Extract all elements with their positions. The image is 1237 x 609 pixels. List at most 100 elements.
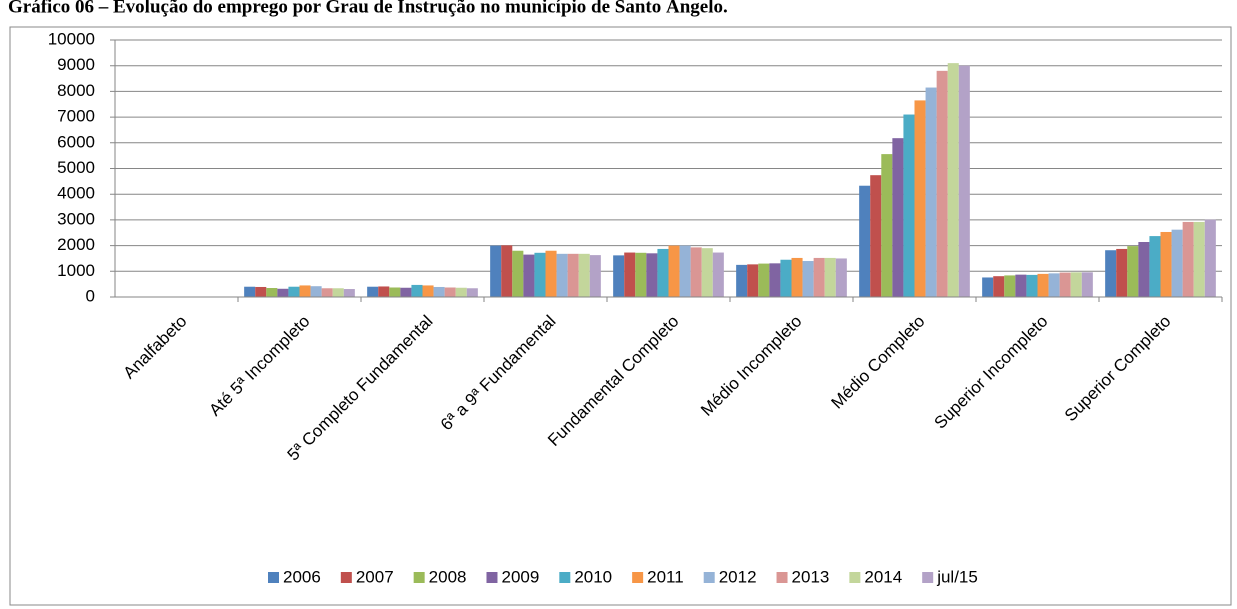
legend-swatch (849, 572, 861, 583)
legend-swatch (703, 572, 715, 583)
legend-label: 2007 (356, 567, 394, 586)
legend-label: 2010 (574, 567, 612, 586)
x-tick-label: Médio Completo (828, 312, 929, 413)
bar (758, 263, 770, 297)
y-tick-label: 6000 (57, 132, 95, 151)
bar (589, 255, 601, 297)
y-tick-label: 0 (86, 286, 95, 305)
bar (310, 286, 322, 297)
bar (455, 287, 467, 297)
chart-border (9, 26, 1232, 606)
y-tick-label: 9000 (57, 55, 95, 74)
bar (780, 259, 792, 297)
bar (244, 286, 256, 297)
bar (1004, 275, 1016, 297)
legend-label: 2009 (501, 567, 539, 586)
y-tick-label: 4000 (57, 184, 95, 203)
bar (378, 286, 390, 297)
bar (947, 63, 959, 297)
bar (747, 264, 759, 297)
y-tick-label: 5000 (57, 158, 95, 177)
bar (501, 245, 513, 297)
bar (690, 247, 702, 297)
bar (321, 288, 333, 297)
bar (255, 286, 267, 297)
legend-swatch (922, 572, 934, 583)
bar (266, 288, 278, 297)
bar (512, 250, 524, 297)
bar (903, 114, 915, 297)
bar (1149, 236, 1161, 297)
legend-label: 2008 (429, 567, 467, 586)
bar (534, 252, 546, 297)
bar (389, 287, 401, 297)
bar (545, 250, 557, 297)
bar (466, 288, 478, 297)
bar (1015, 274, 1027, 297)
bar (892, 138, 904, 297)
bar (914, 100, 926, 298)
legend-swatch (340, 572, 352, 583)
bar (1138, 242, 1150, 297)
bar (657, 248, 669, 297)
bar (433, 286, 445, 297)
bar (813, 257, 825, 297)
legend-swatch (559, 572, 571, 583)
bar (277, 288, 289, 297)
y-tick-label: 10000 (48, 29, 95, 48)
x-tick-label: Analfabeto (120, 312, 191, 383)
bar (870, 175, 882, 297)
x-tick-label: 6ª a 9ª Fundamental (437, 312, 560, 435)
y-tick-label: 3000 (57, 209, 95, 228)
bar (881, 154, 893, 297)
bar (1204, 219, 1216, 297)
bar (400, 287, 412, 297)
bar (1070, 272, 1082, 297)
bar (925, 87, 937, 297)
y-tick-label: 8000 (57, 81, 95, 100)
bar (679, 245, 691, 297)
bar (1026, 274, 1038, 297)
bar (824, 257, 836, 297)
x-tick-label: Médio Incompleto (697, 312, 805, 420)
legend-label: 2011 (647, 567, 684, 586)
bar (668, 245, 680, 297)
x-tick-label: Até 5ª Incompleto (205, 312, 313, 420)
x-tick-label: Superior Incompleto (930, 312, 1051, 433)
bar (578, 253, 590, 297)
bar (936, 70, 948, 297)
y-tick-label: 2000 (57, 235, 95, 254)
legend-label: 2006 (283, 567, 321, 586)
bar (444, 287, 456, 297)
legend-swatch (413, 572, 425, 583)
bar (1116, 248, 1128, 297)
bar (367, 286, 379, 297)
legend-swatch (632, 572, 644, 583)
bar (635, 252, 647, 297)
bar (332, 288, 344, 297)
chart-title: Gráfico 06 – Evolução do emprego por Gra… (8, 0, 728, 17)
bar (1182, 221, 1194, 297)
bar (1037, 273, 1049, 297)
x-tick-label: 5ª Completo Fundamental (284, 312, 437, 465)
bar (736, 264, 748, 297)
legend-swatch (776, 572, 788, 583)
bar (490, 245, 502, 297)
bar (712, 252, 724, 297)
bar (993, 276, 1005, 297)
bar (624, 252, 636, 297)
bar (411, 284, 423, 297)
bar (802, 261, 814, 297)
bar (1048, 273, 1060, 297)
bar (288, 286, 300, 297)
bar (1105, 250, 1117, 297)
bar (1160, 231, 1172, 297)
bar (422, 285, 434, 297)
bar (1193, 221, 1205, 297)
bar (791, 257, 803, 297)
legend-swatch (486, 572, 498, 583)
bar (1059, 272, 1071, 297)
x-tick-label: Fundamental Completo (544, 312, 682, 450)
